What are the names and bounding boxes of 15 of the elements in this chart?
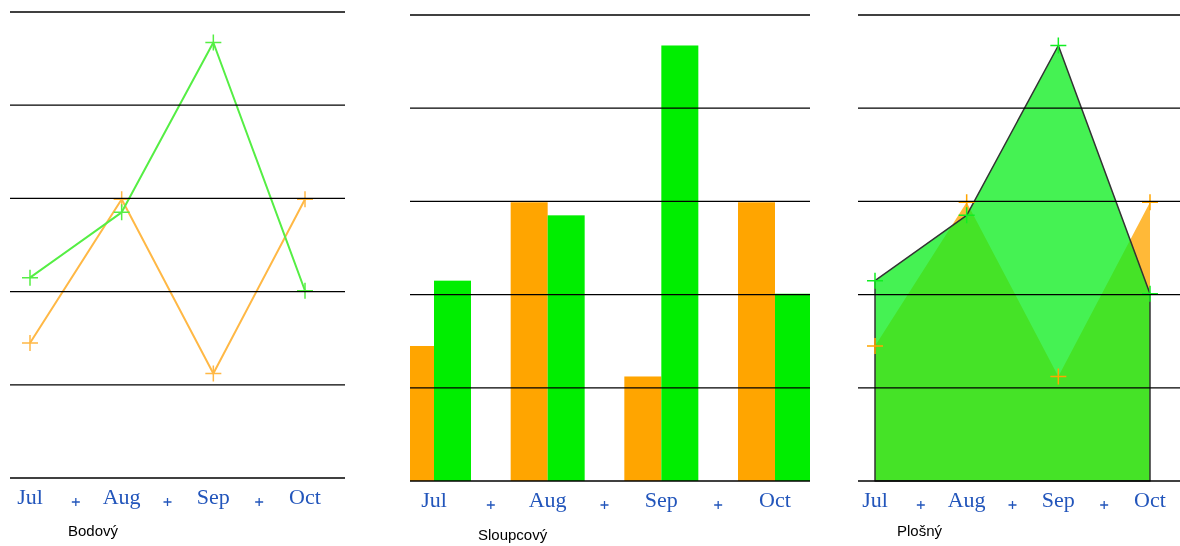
- x-tick-label: Jul: [862, 487, 888, 512]
- text: Plošný: [897, 522, 943, 539]
- x-tick-label: Sep: [196, 484, 230, 509]
- text: Bodový: [68, 522, 119, 539]
- x-tick-label: Jul: [17, 484, 43, 509]
- x-tick-label: Aug: [528, 487, 567, 512]
- x-tick-label: Jul: [421, 487, 447, 512]
- x-tick-label: Oct: [289, 484, 321, 509]
- x-tick-label: Oct: [759, 487, 791, 512]
- x-tick-label: Aug: [947, 487, 986, 512]
- text: Sloupcový: [478, 526, 548, 543]
- x-tick-label: Sep: [1041, 487, 1075, 512]
- x-tick-label: Oct: [1134, 487, 1166, 512]
- x-tick-label: Aug: [102, 484, 141, 509]
- x-tick-label: Sep: [644, 487, 678, 512]
